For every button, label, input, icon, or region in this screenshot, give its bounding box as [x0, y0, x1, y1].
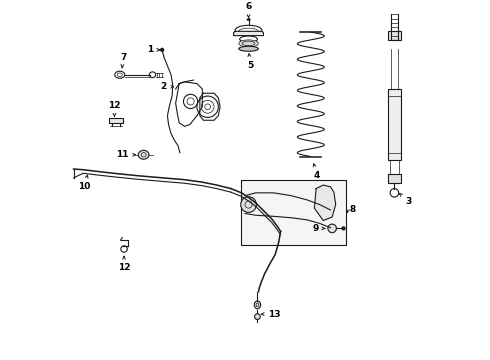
Text: 8: 8: [349, 205, 355, 214]
Circle shape: [342, 226, 345, 230]
Bar: [388, 31, 401, 40]
Ellipse shape: [246, 18, 251, 21]
Circle shape: [241, 197, 256, 212]
Text: 4: 4: [313, 164, 320, 180]
Text: 13: 13: [261, 310, 281, 319]
Circle shape: [160, 48, 164, 52]
Text: 12: 12: [108, 101, 121, 116]
Polygon shape: [234, 31, 264, 36]
Ellipse shape: [255, 314, 260, 319]
Polygon shape: [315, 185, 336, 221]
Text: 6: 6: [245, 3, 252, 18]
Text: 3: 3: [399, 194, 411, 206]
Text: 2: 2: [161, 82, 173, 91]
Text: 1: 1: [147, 45, 160, 54]
Ellipse shape: [138, 150, 149, 159]
Text: 9: 9: [312, 224, 325, 233]
Text: 10: 10: [78, 175, 91, 191]
Ellipse shape: [254, 301, 261, 309]
Bar: [109, 118, 122, 123]
Bar: [242, 180, 346, 246]
Bar: [388, 174, 401, 183]
Text: 11: 11: [116, 150, 135, 159]
Circle shape: [328, 224, 337, 233]
Text: 12: 12: [118, 256, 130, 271]
Text: 5: 5: [247, 54, 253, 69]
Ellipse shape: [239, 46, 258, 51]
Ellipse shape: [239, 40, 258, 47]
Text: 7: 7: [120, 53, 126, 68]
Bar: [388, 89, 401, 160]
